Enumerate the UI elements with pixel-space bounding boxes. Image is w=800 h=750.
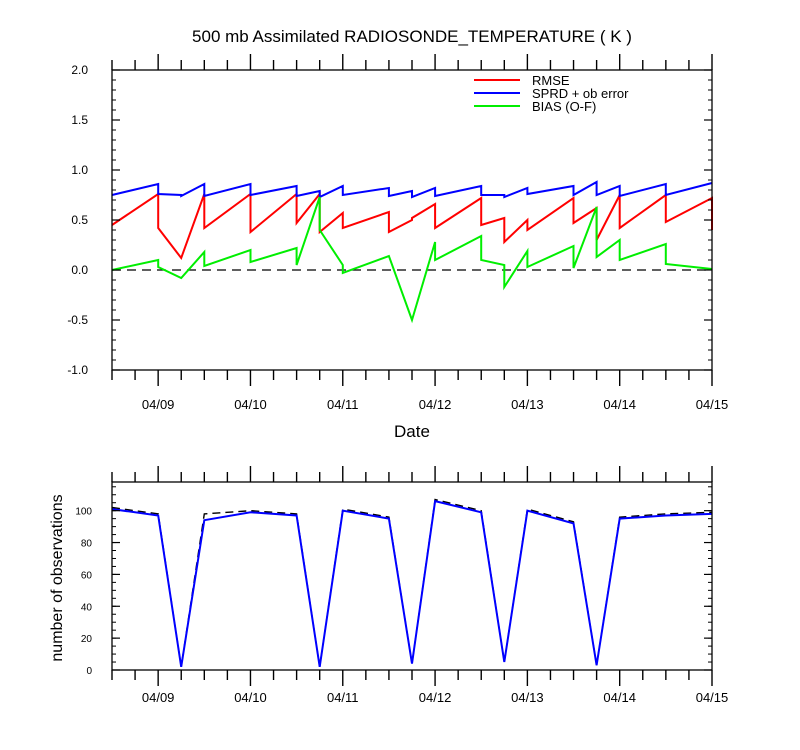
y-tick-label: -0.5 xyxy=(67,313,88,327)
legend-label: SPRD + ob error xyxy=(532,86,629,101)
bottom-axis-ticks: 0 20 40 60 80 100 04/09 04/10 04/11 04/12 04/13 04/… xyxy=(75,466,728,705)
legend-label: BIAS (O-F) xyxy=(532,99,596,114)
series-line-observations-assimilated xyxy=(111,499,713,667)
y-tick-label: 20 xyxy=(81,634,93,645)
top-panel: 500 mb Assimilated RADIOSONDE_TEMPERATUR… xyxy=(67,27,728,441)
series-line-rmse xyxy=(111,191,713,261)
top-axis-ticks: -1.0 -0.5 0.0 0.5 1.0 1.5 2.0 04/09 04/10 04/11 04… xyxy=(67,54,728,412)
x-tick-label: 04/15 xyxy=(696,690,729,705)
y-tick-label: 80 xyxy=(81,539,93,550)
x-tick-label: 04/11 xyxy=(327,397,359,412)
y-tick-label: 2.0 xyxy=(71,63,88,77)
x-tick-label: 04/11 xyxy=(327,690,359,705)
x-tick-label: 04/09 xyxy=(142,690,175,705)
x-tick-label: 04/14 xyxy=(603,690,636,705)
bottom-plot-frame xyxy=(111,481,713,671)
y-tick-label: 60 xyxy=(81,570,93,581)
series-line-bias-o-f xyxy=(111,196,713,324)
series-line-observations-possible xyxy=(111,498,713,667)
y-tick-label: 100 xyxy=(75,507,92,518)
y-tick-label: 0 xyxy=(86,666,92,677)
y-tick-label: -1.0 xyxy=(67,363,88,377)
y-tick-label: 0.0 xyxy=(71,263,88,277)
legend-label: RMSE xyxy=(532,73,570,88)
y-tick-label: 1.5 xyxy=(71,113,88,127)
x-tick-label: 04/12 xyxy=(419,690,452,705)
y-tick-label: 1.0 xyxy=(71,163,88,177)
bottom-panel: 0 20 40 60 80 100 04/09 04/10 04/11 04/12 04/13 04/… xyxy=(49,466,728,705)
x-tick-label: 04/12 xyxy=(419,397,452,412)
x-tick-label: 04/15 xyxy=(696,397,729,412)
x-tick-label: 04/14 xyxy=(603,397,636,412)
y-tick-label: 40 xyxy=(81,602,93,613)
y-axis-label: number of observations xyxy=(49,494,66,661)
top-series-group xyxy=(111,180,713,324)
y-tick-label: 0.5 xyxy=(71,213,88,227)
x-tick-label: 04/13 xyxy=(511,397,544,412)
x-tick-label: 04/13 xyxy=(511,690,544,705)
x-axis-label: Date xyxy=(394,422,430,441)
series-line-sprd-ob-error xyxy=(111,180,713,199)
chart-title: 500 mb Assimilated RADIOSONDE_TEMPERATUR… xyxy=(192,27,632,46)
x-tick-label: 04/10 xyxy=(234,397,267,412)
bottom-series-group xyxy=(111,498,713,667)
x-tick-label: 04/09 xyxy=(142,397,175,412)
x-tick-label: 04/10 xyxy=(234,690,267,705)
